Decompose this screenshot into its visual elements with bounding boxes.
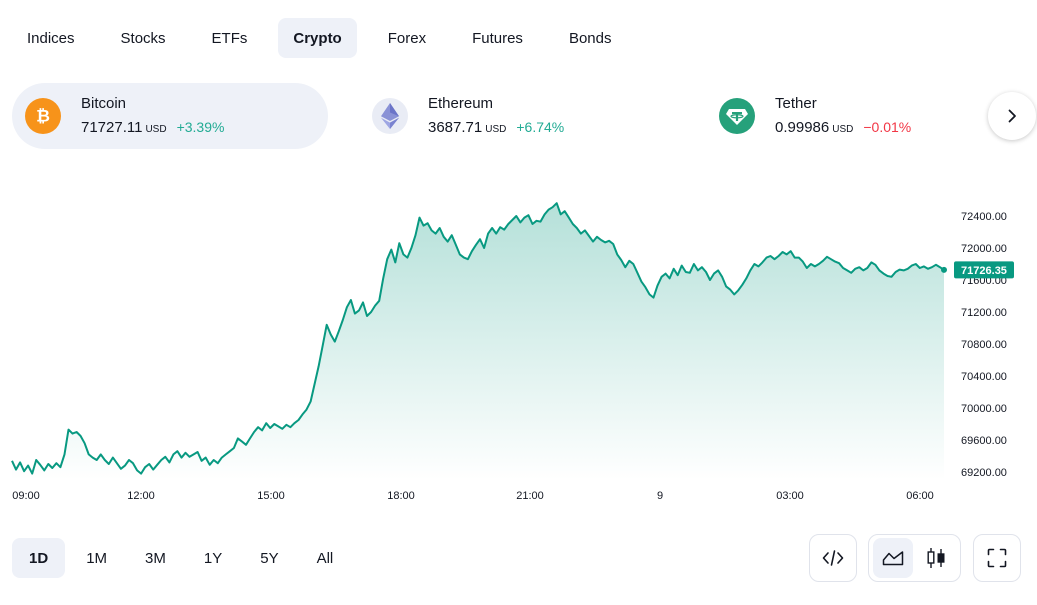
- price-line: [11, 202, 945, 475]
- y-tick-label: 70800.00: [961, 339, 1007, 351]
- last-price-dot: [941, 266, 947, 273]
- range-5y[interactable]: 5Y: [260, 549, 279, 567]
- y-axis: 72400.0072000.0071600.0071200.0070800.00…: [961, 211, 1007, 479]
- x-axis: 09:00 12:00 15:00 18:00 21:00 9 03:00 06:00: [12, 490, 934, 502]
- symbol-currency: USD: [485, 123, 507, 135]
- chart-style-toggle: [868, 534, 961, 582]
- symbol-price: 0.99986: [775, 118, 830, 136]
- next-symbols-button[interactable]: [988, 92, 1036, 140]
- area-chart-button[interactable]: [873, 538, 914, 578]
- candles-chart-button[interactable]: [916, 538, 956, 578]
- symbol-change: −0.01%: [863, 118, 912, 135]
- price-chart[interactable]: 72400.0072000.0071600.0071200.0070800.00…: [0, 160, 1037, 510]
- y-tick-label: 70000.00: [961, 403, 1007, 415]
- x-tick-label: 18:00: [387, 490, 415, 502]
- symbol-price: 71727.11: [81, 118, 143, 136]
- embed-button[interactable]: [809, 534, 857, 582]
- y-tick-label: 70400.00: [961, 371, 1007, 383]
- tab-stocks[interactable]: Stocks: [120, 29, 166, 47]
- y-tick-label: 69600.00: [961, 435, 1007, 447]
- last-price-tag: 71726.35: [954, 261, 1014, 279]
- range-all[interactable]: All: [316, 549, 334, 567]
- symbol-change: +3.39%: [176, 118, 225, 135]
- range-1m[interactable]: 1M: [86, 549, 108, 567]
- y-tick-label: 71200.00: [961, 307, 1007, 319]
- symbol-currency: USD: [145, 123, 167, 135]
- symbol-card-bitcoin[interactable]: ₿ Bitcoin 71727.11 USD +3.39%: [12, 83, 328, 149]
- x-tick-label: 09:00: [12, 490, 40, 502]
- candlestick-icon: [927, 548, 945, 568]
- range-1y[interactable]: 1Y: [203, 549, 223, 567]
- last-price-label: 71726.35: [961, 265, 1007, 277]
- y-tick-label: 69200.00: [961, 467, 1007, 479]
- market-tabs: Indices Stocks ETFs Crypto Forex Futures…: [12, 18, 642, 58]
- symbol-name: Tether: [775, 94, 817, 112]
- symbol-currency: USD: [832, 123, 854, 135]
- code-icon: [822, 550, 844, 566]
- y-tick-label: 72400.00: [961, 211, 1007, 223]
- chevron-right-icon: [1008, 109, 1016, 123]
- x-tick-label: 03:00: [776, 490, 804, 502]
- symbol-price: 3687.71: [428, 118, 483, 136]
- symbol-name: Bitcoin: [81, 94, 127, 112]
- symbol-card-ethereum[interactable]: Ethereum 3687.71 USD +6.74%: [359, 83, 675, 149]
- ethereum-icon: [372, 98, 408, 134]
- x-tick-label: 21:00: [516, 490, 544, 502]
- x-tick-label: 15:00: [257, 490, 285, 502]
- tab-bonds[interactable]: Bonds: [568, 29, 612, 47]
- tab-forex[interactable]: Forex: [387, 29, 427, 47]
- symbol-card-tether[interactable]: Tether 0.99986 USD −0.01%: [706, 83, 976, 149]
- tab-crypto[interactable]: Crypto: [278, 18, 357, 58]
- x-tick-label: 9: [657, 490, 663, 502]
- tab-futures[interactable]: Futures: [472, 29, 523, 47]
- range-selector: 1D 1M 3M 1Y 5Y All: [12, 538, 354, 578]
- tether-icon: [719, 98, 755, 134]
- tab-indices[interactable]: Indices: [27, 29, 75, 47]
- tab-etfs[interactable]: ETFs: [211, 29, 248, 47]
- fullscreen-icon: [987, 548, 1007, 568]
- area-chart-icon: [883, 551, 904, 566]
- range-1d[interactable]: 1D: [12, 538, 66, 578]
- x-tick-label: 12:00: [127, 490, 155, 502]
- y-tick-label: 72000.00: [961, 243, 1007, 255]
- svg-text:₿: ₿: [36, 107, 50, 126]
- symbol-change: +6.74%: [516, 118, 565, 135]
- symbol-name: Ethereum: [428, 94, 494, 112]
- bitcoin-icon: ₿: [25, 98, 61, 134]
- price-area-fill: [12, 203, 944, 480]
- x-tick-label: 06:00: [906, 490, 934, 502]
- fullscreen-button[interactable]: [973, 534, 1021, 582]
- range-3m[interactable]: 3M: [145, 549, 166, 567]
